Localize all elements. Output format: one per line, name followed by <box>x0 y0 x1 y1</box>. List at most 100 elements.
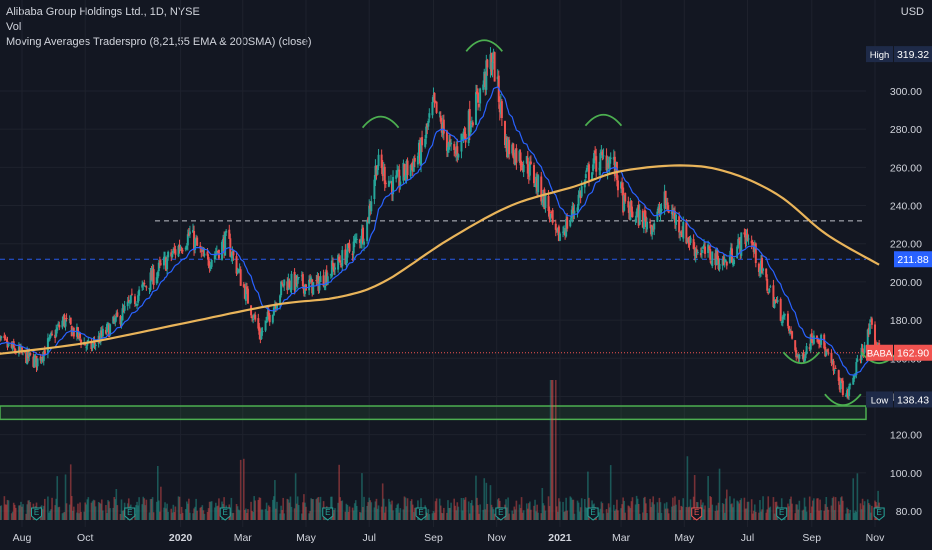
earnings-marker[interactable]: E <box>322 507 334 521</box>
candle <box>253 313 256 319</box>
candle-body <box>282 284 285 287</box>
candle-body <box>870 318 873 325</box>
earnings-marker[interactable]: E <box>495 507 507 521</box>
volume-bar <box>752 510 755 520</box>
candle <box>802 349 805 363</box>
moving-average-indicator-label[interactable]: Moving Averages Traderspro (8,21,55 EMA … <box>6 36 312 48</box>
earnings-marker-shape <box>322 507 334 521</box>
candle-body <box>279 295 282 305</box>
volume-bar <box>812 500 814 520</box>
earnings-marker[interactable]: E <box>776 507 788 521</box>
price-tick-label: 240.00 <box>890 201 922 213</box>
volume-bar <box>42 505 45 520</box>
candle <box>739 236 742 260</box>
candle <box>642 212 645 234</box>
candle <box>374 159 377 187</box>
volume-bar <box>218 498 220 520</box>
candle-body <box>534 185 537 187</box>
candle <box>265 316 268 324</box>
candle-body <box>128 300 131 304</box>
candle <box>838 377 841 393</box>
candle <box>224 231 227 256</box>
candle-body <box>798 354 801 359</box>
candle <box>786 310 789 329</box>
volume-bar <box>344 511 347 520</box>
candle-body <box>832 360 835 371</box>
candle <box>180 246 183 254</box>
time-tick-label: Nov <box>866 532 885 544</box>
candle-body <box>500 101 503 118</box>
volume-bar <box>753 504 756 520</box>
volume-bar <box>354 500 357 520</box>
earnings-marker[interactable]: E <box>124 507 136 521</box>
currency-label[interactable]: USD <box>900 6 924 18</box>
volume-bar <box>216 506 218 520</box>
volume-bar <box>13 504 16 520</box>
volume-bar <box>493 513 496 520</box>
candle <box>566 213 569 232</box>
candle <box>456 138 459 163</box>
candle <box>526 150 529 180</box>
volume-bar <box>566 510 568 520</box>
volume-bar <box>199 507 202 520</box>
candle-body <box>541 201 544 203</box>
volume-bar <box>151 497 154 520</box>
candle <box>244 282 247 305</box>
volume-bar <box>586 507 588 520</box>
earnings-marker[interactable]: E <box>873 507 885 521</box>
candles <box>0 47 881 401</box>
candle-body <box>508 139 511 155</box>
candle-body <box>196 237 199 246</box>
volume-bar <box>252 512 254 520</box>
earnings-marker[interactable]: E <box>31 507 43 521</box>
candle <box>766 274 769 293</box>
symbol-title[interactable]: Alibaba Group Holdings Ltd., 1D, NYSE <box>6 6 200 18</box>
time-tick-label: May <box>674 532 695 544</box>
earnings-marker[interactable]: E <box>415 507 427 521</box>
candle-body <box>566 217 569 229</box>
candle-body <box>377 154 380 167</box>
volume-bar <box>475 475 477 520</box>
volume-indicator-label[interactable]: Vol <box>6 21 22 33</box>
earnings-marker[interactable]: E <box>691 507 703 521</box>
candle-body <box>396 170 399 177</box>
candle-body <box>170 252 173 257</box>
candle <box>852 375 855 385</box>
volume-bar <box>289 496 292 520</box>
volume-bar <box>189 512 191 520</box>
candle <box>208 260 211 273</box>
candle-body <box>41 356 44 360</box>
candle-body <box>297 276 300 278</box>
candle <box>413 154 416 168</box>
candle-body <box>628 208 631 220</box>
volume-bar <box>25 513 27 520</box>
volume-bar <box>7 500 10 520</box>
volume-bar <box>138 497 140 520</box>
earnings-marker[interactable]: E <box>587 507 599 521</box>
volume-bar <box>192 513 194 520</box>
candle-body <box>685 222 688 244</box>
candle-body <box>351 253 354 256</box>
candle <box>840 378 843 384</box>
earnings-marker[interactable]: E <box>219 507 231 521</box>
candle <box>496 69 499 88</box>
volume-bar <box>646 513 648 520</box>
price-tick-label: 120.00 <box>890 430 922 442</box>
volume-bar <box>740 498 743 520</box>
volume-bars <box>0 380 880 520</box>
candle-body <box>376 168 379 175</box>
candle-body <box>119 316 122 325</box>
candle-body <box>360 228 363 244</box>
volume-bar <box>521 512 524 520</box>
volume-bar <box>513 506 516 520</box>
candle-body <box>54 334 57 338</box>
candle <box>535 173 538 194</box>
candle <box>367 216 370 224</box>
volume-bar <box>558 498 560 520</box>
candle <box>252 315 255 324</box>
volume-bar <box>564 511 566 520</box>
candle-body <box>456 146 459 156</box>
volume-bar <box>798 500 801 520</box>
volume-bar <box>14 507 17 520</box>
